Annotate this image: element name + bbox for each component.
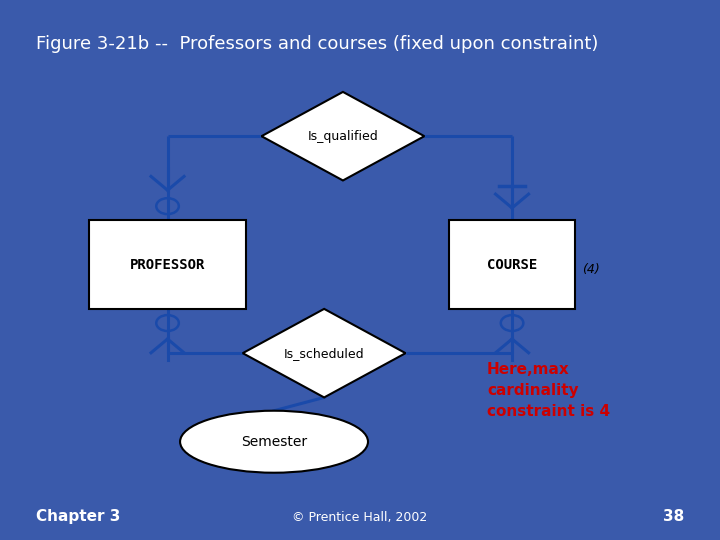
Text: Is_qualified: Is_qualified [307,130,378,143]
Text: © Prentice Hall, 2002: © Prentice Hall, 2002 [292,511,428,524]
Text: Figure 3-21b --  Professors and courses (fixed upon constraint): Figure 3-21b -- Professors and courses (… [36,35,598,53]
Text: Chapter 3: Chapter 3 [36,509,120,524]
Text: COURSE: COURSE [487,258,537,272]
Text: Semester: Semester [241,435,307,449]
Text: PROFESSOR: PROFESSOR [130,258,205,272]
Text: Here,max
cardinality
constraint is 4: Here,max cardinality constraint is 4 [487,362,610,419]
Ellipse shape [180,411,368,472]
Bar [89,220,246,309]
Text: Is_scheduled: Is_scheduled [284,347,364,360]
Polygon shape [243,309,405,397]
Text: (4): (4) [582,262,600,275]
Text: 38: 38 [662,509,684,524]
Bar [449,220,575,309]
Polygon shape [261,92,424,180]
